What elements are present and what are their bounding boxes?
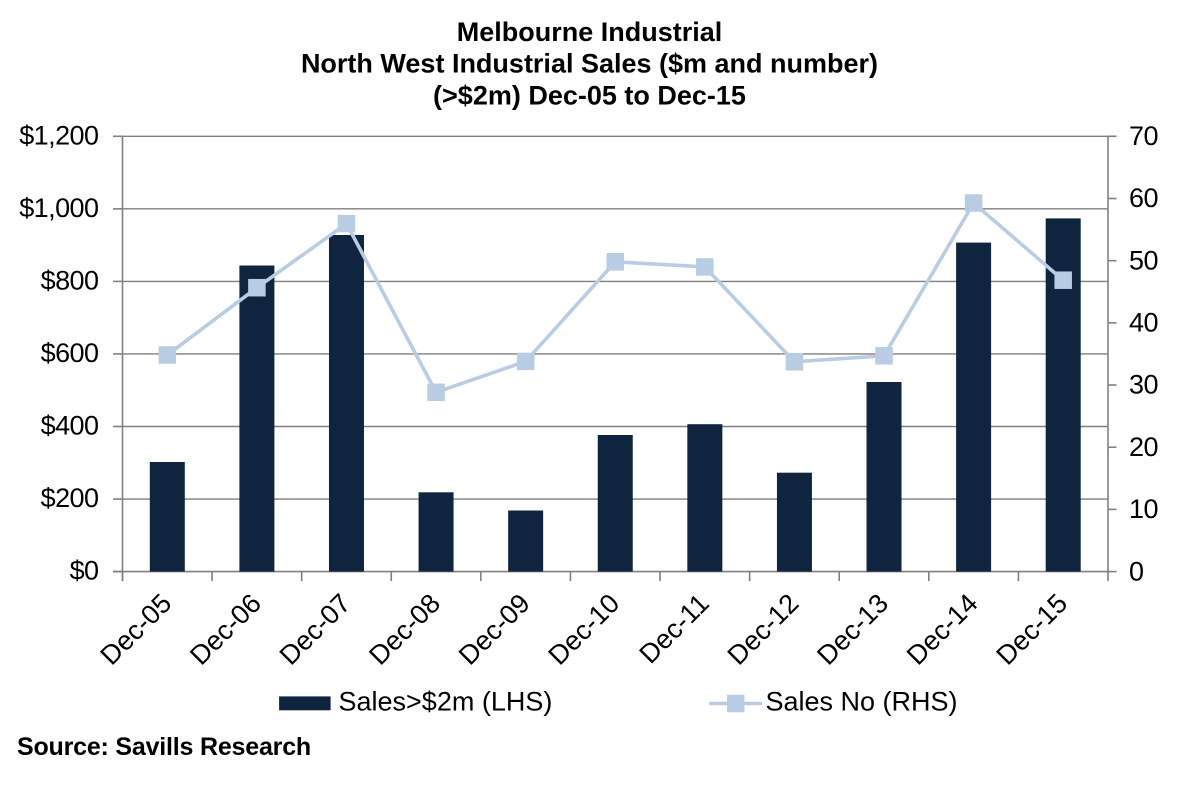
svg-text:North West Industrial Sales ($: North West Industrial Sales ($m and numb… xyxy=(301,49,878,79)
svg-text:$400: $400 xyxy=(41,411,99,441)
svg-text:40: 40 xyxy=(1129,308,1158,338)
svg-text:30: 30 xyxy=(1129,370,1158,400)
svg-text:70: 70 xyxy=(1129,121,1158,151)
svg-text:0: 0 xyxy=(1129,556,1143,586)
svg-text:$1,000: $1,000 xyxy=(19,193,98,223)
svg-text:Source: Savills Research: Source: Savills Research xyxy=(17,733,311,761)
svg-text:$600: $600 xyxy=(41,338,99,368)
svg-text:20: 20 xyxy=(1129,432,1158,462)
svg-text:$1,200: $1,200 xyxy=(19,120,98,150)
svg-text:$800: $800 xyxy=(41,265,99,295)
svg-text:$0: $0 xyxy=(70,556,99,586)
svg-text:Sales No (RHS): Sales No (RHS) xyxy=(766,687,958,717)
svg-text:50: 50 xyxy=(1129,245,1158,275)
svg-text:Sales>$2m (LHS): Sales>$2m (LHS) xyxy=(339,687,553,717)
svg-text:10: 10 xyxy=(1129,494,1158,524)
svg-text:(>$2m) Dec-05 to Dec-15: (>$2m) Dec-05 to Dec-15 xyxy=(433,80,746,110)
svg-text:60: 60 xyxy=(1129,183,1158,213)
svg-text:Melbourne Industrial: Melbourne Industrial xyxy=(457,17,723,47)
svg-text:$200: $200 xyxy=(41,483,99,513)
